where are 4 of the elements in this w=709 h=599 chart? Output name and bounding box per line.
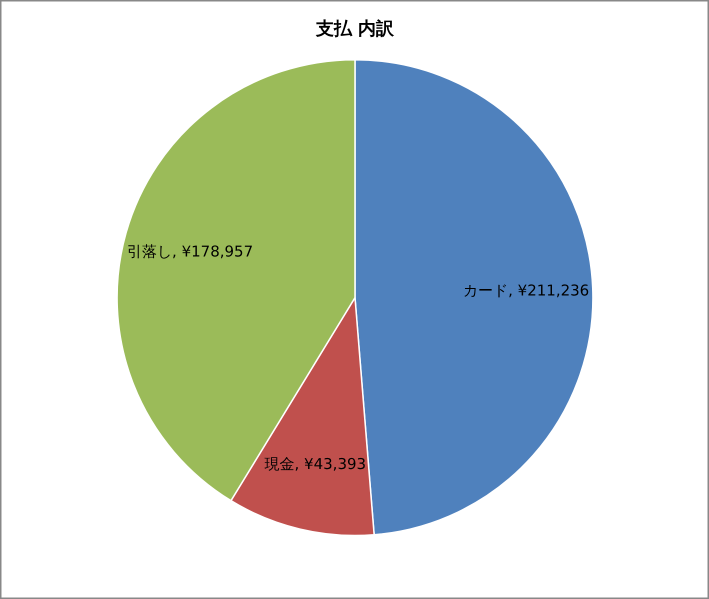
slice-label: カード, ¥211,236 bbox=[463, 282, 590, 300]
chart-title: 支払 内訳 bbox=[314, 18, 396, 40]
slice-label: 引落し, ¥178,957 bbox=[127, 242, 254, 260]
slice-label: 現金, ¥43,393 bbox=[264, 455, 366, 474]
